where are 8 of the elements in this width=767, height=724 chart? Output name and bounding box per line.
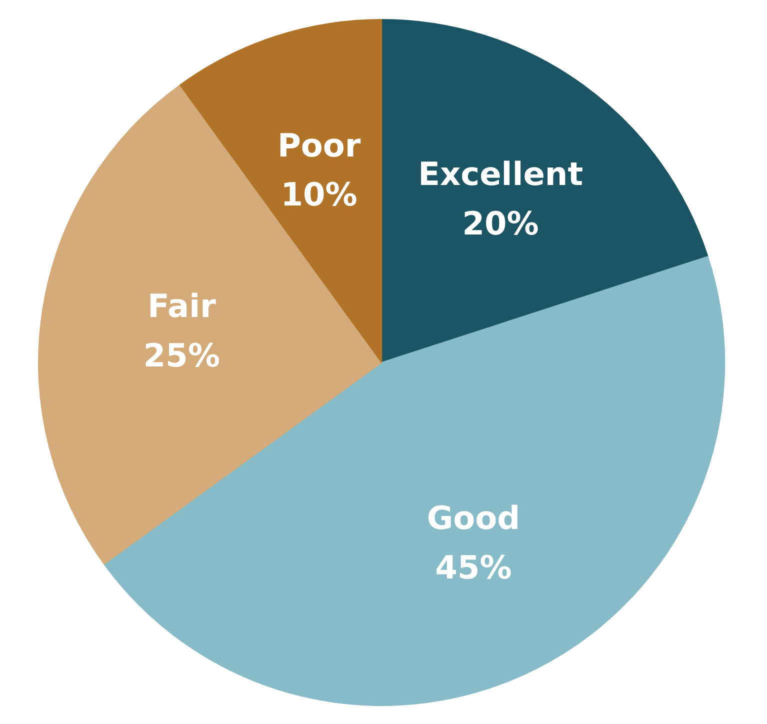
- data-label: 25%: [143, 336, 220, 375]
- data-label: 10%: [280, 176, 358, 214]
- data-label: 20%: [462, 204, 539, 242]
- data-label: 45%: [435, 548, 512, 587]
- slice-label: Good: [426, 499, 520, 538]
- slice-label: Excellent: [418, 155, 583, 194]
- slice-label: Poor: [277, 126, 361, 164]
- slice-label: Fair: [148, 287, 216, 326]
